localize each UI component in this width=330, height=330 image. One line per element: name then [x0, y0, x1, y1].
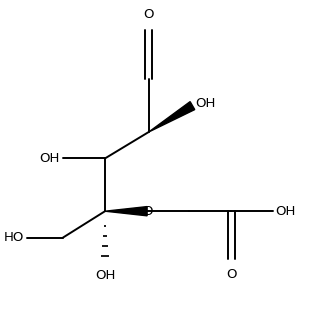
Text: OH: OH — [95, 269, 115, 282]
Text: O: O — [226, 268, 237, 281]
Text: O: O — [142, 205, 152, 218]
Polygon shape — [105, 207, 147, 216]
Text: OH: OH — [39, 152, 60, 165]
Text: OH: OH — [276, 205, 296, 218]
Text: HO: HO — [4, 231, 24, 244]
Text: O: O — [144, 9, 154, 21]
Text: OH: OH — [196, 97, 216, 111]
Polygon shape — [149, 102, 195, 132]
